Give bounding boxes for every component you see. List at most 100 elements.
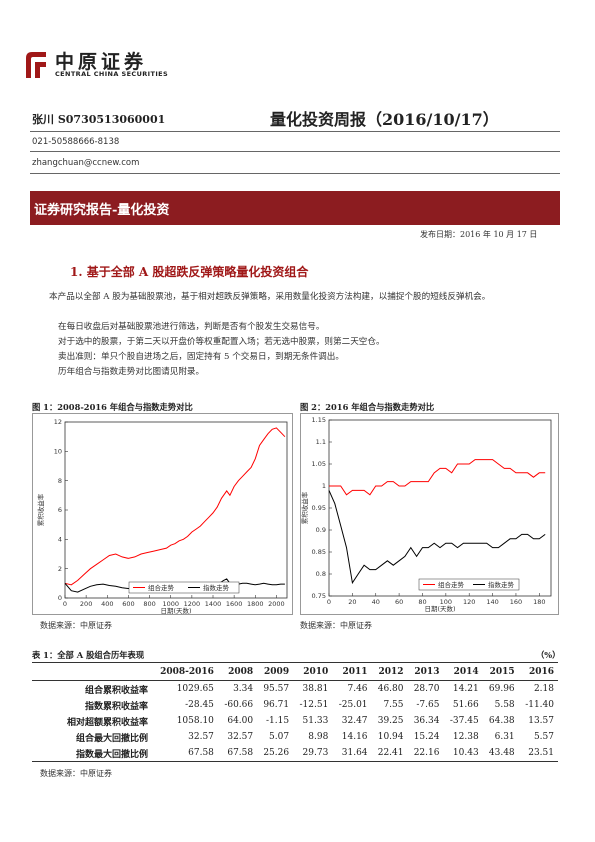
y-tick-label: 0.85	[312, 548, 326, 556]
row-label: 指数最大回撤比例	[75, 749, 148, 760]
table-cell: 5.07	[269, 732, 290, 742]
table-cell: 69.96	[488, 684, 515, 694]
figure1-source: 数据来源：中原证券	[40, 621, 112, 630]
series-line-portfolio	[329, 459, 546, 496]
table-cell: 7.55	[383, 700, 404, 710]
chart-axes: 0.75 0.8 0.85 0.9 0.95 1 1.05 1.1 1.15 0 20 40 60 80 1…	[300, 416, 552, 613]
section-title: 1. 基于全部 A 股超跌反弹策略量化投资组合	[70, 265, 309, 279]
column-header: 2016	[528, 666, 554, 677]
row-label: 相对超额累积收益率	[66, 717, 148, 728]
divider	[30, 173, 560, 174]
table-cell: -60.66	[224, 700, 254, 710]
table-cell: 67.58	[227, 748, 254, 758]
figure1-chart-frame: 0 2 4 6 8 10 12 0 200 400 600 800 1000 1200 1400 1600 18…	[32, 413, 293, 615]
table-cell: 95.57	[263, 684, 290, 694]
x-tick-label: 400	[101, 600, 113, 608]
table-cell: -7.65	[416, 700, 440, 710]
table1-source: 数据来源：中原证券	[40, 769, 112, 778]
y-tick-label: 2	[58, 565, 62, 573]
paragraph: 本产品以全部 A 股为基础股票池，基于相对超跌反弹策略，采用数量化投资方法构建，…	[49, 292, 491, 302]
y-tick-label: 0.75	[312, 592, 326, 600]
column-header: 2015	[489, 666, 515, 677]
table-cell: -28.45	[185, 700, 214, 710]
figure1-chart: 0 2 4 6 8 10 12 0 200 400 600 800 1000 1200 1400 1600 18…	[36, 418, 288, 615]
logo-english-name: CENTRAL CHINA SECURITIES	[55, 70, 169, 78]
logo-chinese-name: 中原证券	[55, 51, 148, 73]
publish-date: 发布日期：2016 年 10 月 17 日	[420, 230, 538, 239]
chart-axes: 0 2 4 6 8 10 12 0 200 400 600 800 1000 1200 1400 1600 18…	[36, 418, 288, 615]
x-axis-label: 日期(天数)	[160, 606, 191, 614]
table-cell: 96.71	[263, 700, 290, 710]
y-tick-label: 4	[58, 536, 62, 544]
column-header: 2013	[414, 666, 440, 677]
x-tick-label: 60	[395, 598, 403, 606]
row-label: 指数累积收益率	[84, 701, 148, 712]
table-cell: 46.80	[377, 684, 404, 694]
column-header: 2008-2016	[160, 666, 214, 677]
legend-box	[128, 581, 240, 594]
table-cell: 5.57	[533, 732, 554, 742]
table-cell: 31.64	[341, 748, 368, 758]
y-tick-label: 1.1	[316, 438, 326, 446]
column-header: 2014	[453, 666, 479, 677]
chart-legend: 组合走势 指数走势	[128, 581, 240, 594]
x-tick-label: 160	[510, 598, 522, 606]
legend-label: 指数走势	[203, 583, 230, 592]
series-line-portfolio	[64, 427, 286, 586]
table-cell: 1029.65	[176, 684, 214, 694]
table-cell: 64.00	[227, 716, 254, 726]
table-cell: 32.57	[188, 732, 214, 742]
x-tick-label: 40	[372, 598, 380, 606]
column-header: 2010	[303, 666, 329, 677]
x-tick-label: 2000	[268, 600, 285, 608]
row-label: 组合最大回撤比例	[75, 733, 148, 744]
y-tick-label: 12	[54, 418, 62, 426]
table-row: 组合累积收益率 1029.65 3.34 95.57 38.81 7.46 46…	[32, 681, 558, 698]
author-line: 张川 S0730513060001	[32, 113, 166, 126]
table-cell: 5.58	[494, 700, 515, 710]
logo-icon	[26, 52, 46, 78]
email-link[interactable]: zhangchuan@ccnew.com	[32, 158, 140, 168]
paragraph: 卖出准则：单只个股自进场之后，固定持有 5 个交易日，到期无条件调出。	[58, 352, 344, 362]
report-type-label: 证券研究报告-量化投资	[34, 203, 170, 218]
x-tick-label: 1400	[205, 600, 222, 608]
legend-label: 组合走势	[148, 583, 175, 592]
y-tick-label: 0.95	[312, 504, 326, 512]
x-tick-label: 200	[80, 600, 92, 608]
y-tick-label: 1.05	[312, 460, 326, 468]
column-header: 2008	[228, 666, 254, 677]
paragraph: 历年组合与指数走势对比图请见附录。	[58, 367, 205, 377]
x-tick-label: 140	[486, 598, 498, 606]
y-tick-label: 0.9	[316, 526, 326, 534]
table1-unit: （%）	[536, 650, 561, 660]
y-tick-label: 1	[322, 482, 326, 490]
table-cell: 10.94	[377, 732, 404, 742]
column-header: 2012	[378, 666, 404, 677]
divider	[30, 131, 560, 132]
table-cell: 14.16	[341, 732, 368, 742]
table-cell: 28.70	[413, 684, 440, 694]
table-cell: 12.38	[452, 732, 479, 742]
table-cell: 38.81	[302, 684, 329, 694]
x-tick-label: 1800	[247, 600, 264, 608]
x-axis-label: 日期(天数)	[424, 604, 455, 613]
report-type-banner	[30, 191, 560, 225]
column-header: 2011	[342, 666, 368, 677]
table-cell: 8.98	[308, 732, 329, 742]
series-line-index	[328, 490, 546, 585]
x-tick-label: 1200	[184, 600, 201, 608]
table-cell: 39.25	[377, 716, 404, 726]
y-axis-label: 累积收益率	[36, 493, 45, 526]
plot-area	[64, 421, 288, 599]
table-row: 指数最大回撤比例 67.58 67.58 25.26 29.73 31.64 2…	[32, 745, 558, 762]
table-cell: -37.45	[449, 716, 479, 726]
table-cell: 25.26	[263, 748, 290, 758]
table-cell: -11.40	[525, 700, 554, 710]
table-row: 组合最大回撤比例 32.57 32.57 5.07 8.98 14.16 10.…	[32, 729, 558, 745]
table-cell: 29.73	[302, 748, 329, 758]
table-cell: 15.24	[413, 732, 440, 742]
phone-number: 021-50588666-8138	[32, 137, 120, 147]
table-cell: 14.21	[452, 684, 479, 694]
table-cell: 51.66	[452, 700, 479, 710]
x-tick-label: 0	[63, 600, 67, 608]
